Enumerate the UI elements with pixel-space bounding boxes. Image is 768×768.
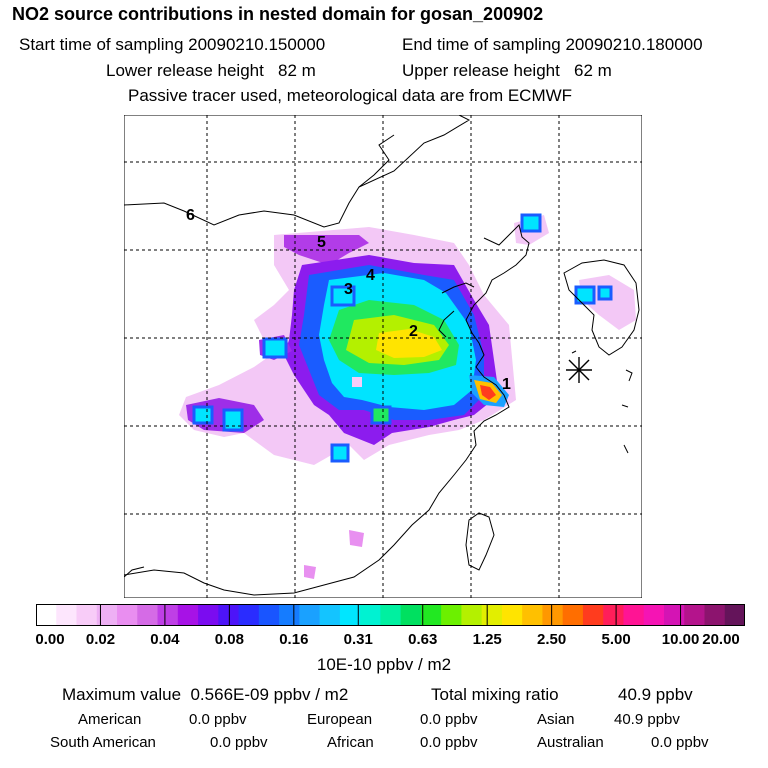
colorbar-swatch — [522, 604, 543, 626]
cell-sw2 — [222, 408, 244, 432]
american-value: 0.0 ppbv — [189, 711, 247, 728]
colorbar-swatch — [238, 604, 260, 626]
marker-3: 3 — [344, 281, 353, 298]
colorbar-swatch — [360, 604, 381, 626]
gridlines — [124, 115, 642, 598]
colorbar-tick-label: 10.00 — [661, 631, 700, 648]
marker-1: 1 — [502, 376, 511, 393]
colorbar-swatch — [177, 604, 199, 626]
colorbar-swatch — [56, 604, 78, 626]
colorbar-swatch — [36, 604, 57, 626]
australian-label: Australian — [537, 734, 604, 751]
asian-label: Asian — [537, 711, 575, 728]
colorbar-swatch — [218, 604, 240, 626]
european-value: 0.0 ppbv — [420, 711, 478, 728]
coastlines — [124, 115, 640, 596]
tracer-info-label: Passive tracer used, meteorological data… — [128, 86, 573, 105]
map-canvas: 1 2 3 4 5 6 — [124, 115, 642, 598]
colorbar-swatch — [137, 604, 159, 626]
cell-sw1 — [192, 405, 214, 425]
total-mixing-label: Total mixing ratio — [431, 685, 559, 704]
colorbar-swatch — [562, 604, 584, 626]
colorbar-tick-label: 2.50 — [537, 631, 567, 648]
colorbar-swatch — [724, 604, 745, 626]
marker-6: 6 — [186, 207, 195, 224]
american-label: American — [78, 711, 142, 728]
plot-title: NO2 source contributions in nested domai… — [12, 4, 544, 24]
european-label: European — [307, 711, 373, 728]
colorbar-swatch — [643, 604, 665, 626]
colorbar-swatch — [684, 604, 705, 626]
upper-height-label: Upper release height 62 m — [402, 61, 612, 80]
colorbar-swatch — [198, 604, 219, 626]
colorbar-swatch — [623, 604, 645, 626]
max-value-label: Maximum value 0.566E-09 ppbv / m2 — [62, 685, 349, 704]
colorbar-swatch — [299, 604, 321, 626]
colorbar-swatch — [461, 604, 483, 626]
colorbar-swatch — [663, 604, 685, 626]
colorbar-tick-label: 20.00 — [702, 631, 740, 648]
receptor-marker — [566, 357, 592, 383]
colorbar-swatch — [501, 604, 523, 626]
colorbar-swatch — [420, 604, 442, 626]
cell-pink — [352, 377, 362, 387]
colorbar-swatch — [603, 604, 624, 626]
australian-value: 0.0 ppbv — [651, 734, 709, 751]
colorbar-unit: 10E-10 ppbv / m2 — [316, 655, 452, 674]
cell-s2 — [330, 443, 350, 463]
total-mixing-value: 40.9 ppbv — [618, 685, 693, 704]
map-panel: 1 2 3 4 5 6 — [124, 115, 642, 598]
colorbar-tick-label: 0.31 — [343, 631, 373, 648]
colorbar-swatch — [157, 604, 179, 626]
colorbar-tick-label: 0.02 — [85, 631, 116, 648]
colorbar-tick-label: 1.25 — [472, 631, 502, 648]
colorbar-swatch — [96, 604, 118, 626]
marker-2: 2 — [409, 323, 418, 340]
colorbar-swatch — [542, 604, 564, 626]
colorbar-swatch — [704, 604, 726, 626]
colorbar-swatch — [279, 604, 300, 626]
colorbar-swatch — [380, 604, 402, 626]
colorbar-swatch — [76, 604, 98, 626]
colorbar-swatch — [582, 604, 604, 626]
south-american-label: South American — [50, 734, 156, 751]
end-time-label: End time of sampling 20090210.180000 — [402, 35, 703, 54]
marker-4: 4 — [366, 267, 375, 284]
plume-south2 — [304, 565, 316, 579]
colorbar-swatch — [117, 604, 138, 626]
colorbar-tick-label: 0.00 — [35, 631, 65, 648]
colorbar-tick-label: 0.08 — [214, 631, 244, 648]
colorbar-swatch — [339, 604, 361, 626]
colorbar-tick-label: 0.63 — [408, 631, 438, 648]
cell-n — [520, 213, 542, 233]
concentration-field — [179, 213, 636, 579]
colorbar-tick-label: 0.04 — [150, 631, 180, 648]
colorbar-swatch — [258, 604, 280, 626]
plume-south1 — [349, 530, 364, 547]
start-time-label: Start time of sampling 20090210.150000 — [19, 35, 326, 54]
source-labels: 1 2 3 4 5 6 — [186, 207, 511, 393]
marker-5: 5 — [317, 234, 326, 251]
colorbar-swatch — [400, 604, 422, 626]
colorbar-swatch — [481, 604, 503, 626]
colorbar-tick-label: 5.00 — [601, 631, 631, 648]
colorbar — [36, 604, 745, 626]
cell-s — [370, 405, 392, 425]
plume-yellow — [376, 329, 442, 358]
colorbar-swatch — [441, 604, 462, 626]
african-label: African — [327, 734, 374, 751]
colorbar-tick-label: 0.16 — [279, 631, 309, 648]
colorbar-swatch — [319, 604, 341, 626]
cell-3 — [330, 285, 356, 307]
plume-purple-n — [284, 235, 369, 265]
cell-w — [262, 337, 288, 359]
colorbar-border — [36, 604, 745, 626]
lower-height-label: Lower release height 82 m — [106, 61, 316, 80]
cell-k2 — [597, 285, 613, 301]
south-american-value: 0.0 ppbv — [210, 734, 268, 751]
cell-k1 — [574, 285, 596, 305]
plume-h3 — [480, 385, 496, 400]
asian-value: 40.9 ppbv — [614, 711, 680, 728]
african-value: 0.0 ppbv — [420, 734, 478, 751]
